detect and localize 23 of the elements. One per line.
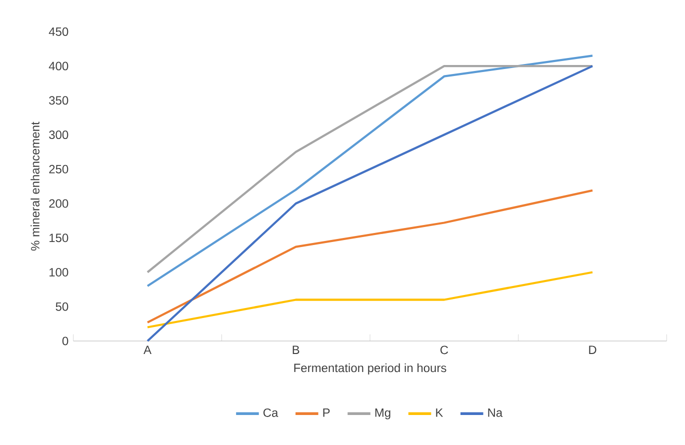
y-tick-label: 50 <box>56 302 68 311</box>
legend-label: Na <box>488 408 503 417</box>
line-series <box>146 189 594 324</box>
legend-label: Ca <box>263 408 278 417</box>
y-tick-label: 150 <box>50 234 68 242</box>
x-axis-title: Fermentation period in hours <box>294 363 446 375</box>
y-tick-label: 450 <box>48 27 68 36</box>
legend-label: P <box>323 408 330 417</box>
y-tick-label: 200 <box>49 199 68 208</box>
y-tick-label: 300 <box>49 130 68 140</box>
y-tick-label: 250 <box>49 164 68 174</box>
y-tick-label: 400 <box>48 62 68 70</box>
legend-label: K <box>436 408 444 417</box>
y-tick-label: 350 <box>49 96 68 105</box>
x-tick-label: A <box>144 346 152 354</box>
x-tick-label: C <box>440 346 448 354</box>
legend-label: Mg <box>375 408 390 420</box>
y-tick-label: 0 <box>62 336 68 346</box>
x-tick-label: D <box>589 346 596 354</box>
line-series <box>146 64 594 342</box>
y-axis-title: % mineral enhancement <box>30 122 40 251</box>
y-tick-label: 100 <box>50 268 68 277</box>
x-tick-label: B <box>292 346 300 354</box>
